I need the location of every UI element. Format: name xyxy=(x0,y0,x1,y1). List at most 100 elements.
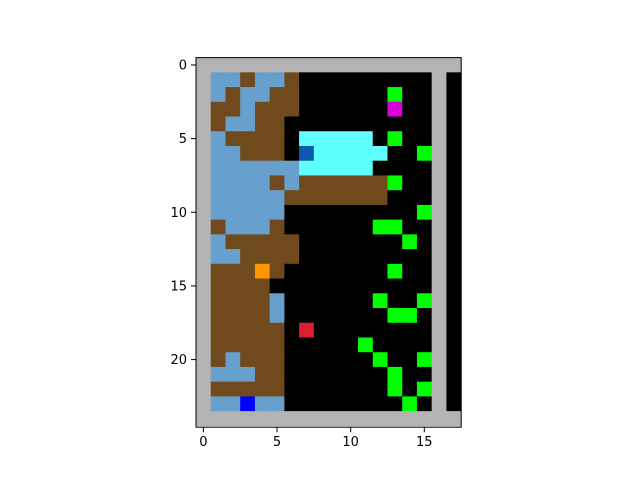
cell-border-gray xyxy=(284,411,300,427)
cell-black-floor xyxy=(416,337,433,353)
cell-black-floor xyxy=(416,160,433,176)
cell-border-gray xyxy=(196,263,212,279)
cell-black-floor xyxy=(299,366,315,383)
cell-brown-dirt xyxy=(254,101,271,117)
cell-brown-dirt xyxy=(284,249,300,265)
cell-black-floor xyxy=(387,190,403,206)
cell-brown-dirt xyxy=(210,101,226,117)
cell-brown-dirt xyxy=(240,278,256,294)
cell-cyan-pool xyxy=(358,160,374,176)
y-tick-label: 20 xyxy=(170,353,187,368)
cell-border-gray xyxy=(254,57,271,73)
cell-light-blue-water xyxy=(254,160,271,176)
cell-brown-dirt xyxy=(225,131,241,147)
cell-black-floor xyxy=(343,249,359,265)
cell-black-floor xyxy=(416,101,433,117)
cell-border-gray xyxy=(196,337,212,353)
cell-brown-dirt xyxy=(254,249,271,265)
cell-black-floor xyxy=(446,249,462,265)
cell-brown-dirt xyxy=(240,145,256,162)
cell-light-blue-water xyxy=(225,160,241,176)
cell-brown-dirt xyxy=(225,322,241,338)
cell-black-floor xyxy=(446,116,462,132)
cell-border-gray xyxy=(328,57,344,73)
cell-border-gray xyxy=(299,57,315,73)
cell-brown-dirt xyxy=(269,101,285,117)
cell-black-floor xyxy=(343,396,359,412)
cell-black-floor xyxy=(387,234,403,250)
cell-black-floor xyxy=(446,352,462,368)
cell-black-floor xyxy=(402,204,418,221)
cell-light-blue-water xyxy=(269,293,285,309)
cell-black-floor xyxy=(313,101,329,117)
cell-light-blue-water xyxy=(225,72,241,88)
cell-black-floor xyxy=(446,396,462,412)
cell-brown-dirt xyxy=(269,116,285,132)
cell-border-gray xyxy=(196,87,212,103)
cell-border-gray xyxy=(431,72,447,88)
cell-black-floor xyxy=(446,219,462,235)
grid-cells xyxy=(196,57,462,427)
cell-black-floor xyxy=(358,308,374,324)
cell-black-floor xyxy=(402,101,418,117)
cell-green-item xyxy=(416,204,433,221)
cell-light-blue-water xyxy=(210,87,226,103)
cell-black-floor xyxy=(446,131,462,147)
cell-black-floor xyxy=(446,101,462,117)
cell-black-floor xyxy=(446,293,462,309)
cell-border-gray xyxy=(196,293,212,309)
cell-light-blue-water xyxy=(254,219,271,235)
cell-black-floor xyxy=(402,175,418,191)
cell-brown-dirt xyxy=(269,219,285,235)
cell-light-blue-water xyxy=(225,396,241,412)
cell-black-floor xyxy=(313,278,329,294)
cell-black-floor xyxy=(284,145,300,162)
cell-border-gray xyxy=(431,101,447,117)
cell-brown-dirt xyxy=(225,293,241,309)
cell-black-floor xyxy=(372,234,388,250)
cell-black-floor xyxy=(446,160,462,176)
cell-border-gray xyxy=(416,57,433,73)
cell-black-floor xyxy=(313,72,329,88)
cell-black-floor xyxy=(416,396,433,412)
cell-black-floor xyxy=(284,352,300,368)
cell-black-floor xyxy=(284,116,300,132)
cell-cyan-pool xyxy=(358,145,374,162)
cell-border-gray xyxy=(196,366,212,383)
cell-brown-dirt xyxy=(225,308,241,324)
cell-border-gray xyxy=(196,145,212,162)
cell-black-floor xyxy=(446,366,462,383)
cell-black-floor xyxy=(446,145,462,162)
cell-brown-dirt xyxy=(269,87,285,103)
cell-border-gray xyxy=(431,190,447,206)
cell-brown-dirt xyxy=(240,322,256,338)
cell-black-floor xyxy=(372,101,388,117)
cell-black-floor xyxy=(387,278,403,294)
cell-brown-dirt xyxy=(269,322,285,338)
cell-brown-dirt xyxy=(254,293,271,309)
cell-black-floor xyxy=(387,352,403,368)
cell-black-floor xyxy=(328,293,344,309)
cell-border-gray xyxy=(431,87,447,103)
cell-brown-dirt xyxy=(284,190,300,206)
cell-black-floor xyxy=(299,249,315,265)
cell-black-floor xyxy=(446,337,462,353)
cell-border-gray xyxy=(343,411,359,427)
cell-border-gray xyxy=(431,175,447,191)
cell-light-blue-water xyxy=(254,87,271,103)
cell-black-floor xyxy=(299,381,315,397)
cell-light-blue-water xyxy=(210,204,226,221)
cell-border-gray xyxy=(269,411,285,427)
cell-brown-dirt xyxy=(210,219,226,235)
cell-black-floor xyxy=(358,101,374,117)
cell-brown-dirt xyxy=(254,322,271,338)
cell-green-item xyxy=(416,381,433,397)
cell-border-gray xyxy=(196,204,212,221)
cell-green-item xyxy=(387,175,403,191)
cell-black-floor xyxy=(446,87,462,103)
cell-black-floor xyxy=(284,263,300,279)
cell-black-floor xyxy=(343,337,359,353)
cell-black-floor xyxy=(372,263,388,279)
cell-black-floor xyxy=(402,145,418,162)
cell-border-gray xyxy=(431,249,447,265)
